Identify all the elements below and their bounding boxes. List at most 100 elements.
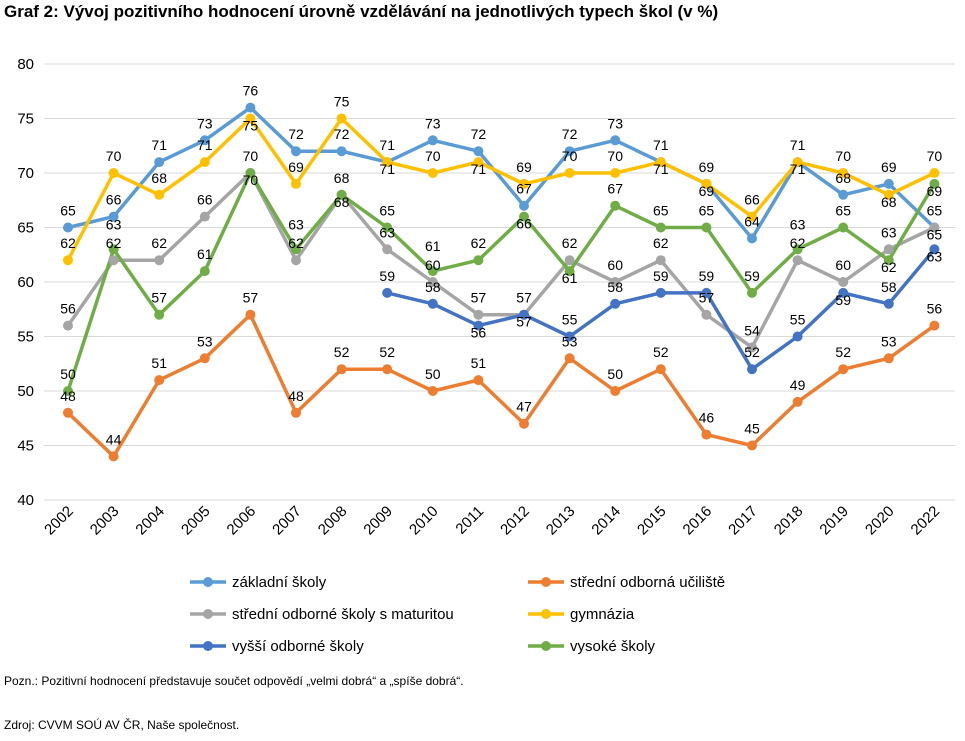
data-label: 60 xyxy=(607,257,623,273)
data-label: 61 xyxy=(197,246,213,262)
data-label: 68 xyxy=(334,194,350,210)
data-point xyxy=(838,168,849,178)
series-line xyxy=(66,171,936,392)
data-point xyxy=(838,277,849,287)
data-label: 62 xyxy=(562,235,578,251)
data-label: 66 xyxy=(197,192,213,208)
data-label: 70 xyxy=(927,148,943,164)
data-label: 58 xyxy=(881,279,897,295)
x-tick-label: 2015 xyxy=(634,503,670,539)
data-label: 68 xyxy=(151,170,167,186)
x-tick-label: 2019 xyxy=(816,503,852,539)
data-point xyxy=(701,222,712,233)
data-label: 52 xyxy=(744,344,760,360)
data-point xyxy=(199,135,210,146)
data-point xyxy=(838,364,849,375)
data-label: 58 xyxy=(607,279,623,295)
data-label: 53 xyxy=(197,333,213,349)
data-point xyxy=(929,244,940,255)
data-point xyxy=(291,178,301,189)
data-label: 52 xyxy=(653,344,669,360)
data-label: 63 xyxy=(927,248,943,264)
data-label: 59 xyxy=(653,268,669,284)
data-point xyxy=(747,364,757,375)
data-label: 65 xyxy=(927,227,943,243)
data-label: 70 xyxy=(106,148,122,164)
data-point xyxy=(655,157,666,168)
data-label: 66 xyxy=(106,192,122,208)
data-label: 44 xyxy=(106,431,122,447)
data-point xyxy=(929,222,940,233)
data-point xyxy=(610,277,621,287)
data-label: 59 xyxy=(379,268,395,284)
data-point xyxy=(838,287,849,298)
data-point xyxy=(564,168,575,178)
data-point xyxy=(883,244,894,255)
data-label: 62 xyxy=(60,235,76,251)
data-point xyxy=(245,113,256,124)
data-label: 65 xyxy=(60,203,76,219)
data-point xyxy=(382,157,393,168)
data-point xyxy=(701,178,712,189)
x-tick-label: 2020 xyxy=(862,503,898,539)
data-label: 57 xyxy=(151,290,167,306)
x-tick-label: 2002 xyxy=(41,503,77,539)
data-label: 50 xyxy=(607,366,623,382)
data-label: 60 xyxy=(835,257,851,273)
data-label: 70 xyxy=(243,148,259,164)
data-label: 72 xyxy=(334,126,350,142)
data-label: 60 xyxy=(425,257,441,273)
data-point xyxy=(336,146,347,157)
x-tick-label: 2009 xyxy=(360,503,396,539)
series-line xyxy=(66,171,936,350)
data-point xyxy=(199,211,210,222)
legend-label: střední odborné školy s maturitou xyxy=(232,606,454,623)
data-label: 49 xyxy=(790,377,806,393)
data-label: 59 xyxy=(744,268,760,284)
x-tick-label: 2011 xyxy=(452,503,487,538)
data-label: 63 xyxy=(288,216,304,232)
data-label: 58 xyxy=(425,279,441,295)
data-point xyxy=(564,266,575,277)
data-point xyxy=(792,331,803,342)
data-label: 63 xyxy=(881,224,897,240)
data-point xyxy=(108,168,119,178)
data-point xyxy=(473,309,484,320)
data-point xyxy=(747,233,757,244)
data-label: 48 xyxy=(288,388,304,404)
data-label: 71 xyxy=(790,161,806,177)
series-line xyxy=(66,312,936,459)
legend-label: střední odborná učiliště xyxy=(570,574,725,591)
data-point xyxy=(427,298,438,309)
data-point xyxy=(564,353,575,364)
data-label: 69 xyxy=(288,159,304,175)
data-label: 56 xyxy=(927,301,943,317)
data-label: 56 xyxy=(60,301,76,317)
data-point xyxy=(838,189,849,200)
data-label: 57 xyxy=(516,290,532,306)
data-labels: 65 66 71 73 76 72 72 71 73 72 67 72 73 71 69 64 71 68 69 65… xyxy=(60,83,942,448)
x-tick-label: 2017 xyxy=(725,503,761,539)
data-point xyxy=(792,396,803,407)
data-point xyxy=(473,375,484,386)
y-tick-label: 80 xyxy=(17,56,34,73)
data-point xyxy=(199,266,210,277)
data-label: 71 xyxy=(379,161,395,177)
data-label: 62 xyxy=(151,235,167,251)
data-point xyxy=(655,287,666,298)
data-point xyxy=(108,211,119,222)
data-point xyxy=(382,244,393,255)
legend-marker xyxy=(541,609,551,619)
data-point xyxy=(747,342,757,353)
data-point xyxy=(427,266,438,277)
y-tick-label: 50 xyxy=(17,383,34,400)
data-label: 69 xyxy=(881,159,897,175)
data-point xyxy=(519,418,529,429)
data-point xyxy=(610,298,621,309)
data-label: 63 xyxy=(106,216,122,232)
data-point xyxy=(245,309,256,320)
data-label: 70 xyxy=(607,148,623,164)
data-label: 52 xyxy=(835,344,851,360)
data-point xyxy=(473,146,484,157)
